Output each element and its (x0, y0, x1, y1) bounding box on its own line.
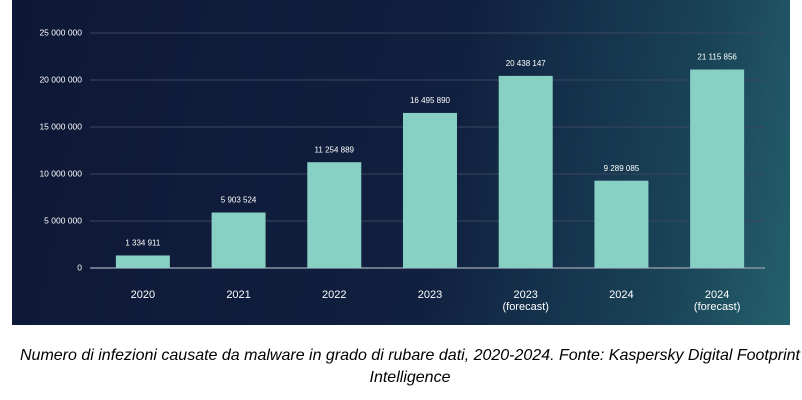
x-tick-label: 2023 (forecast) (502, 289, 549, 313)
bar (115, 255, 170, 268)
y-tick-label: 0 (77, 262, 82, 272)
bar (403, 112, 457, 269)
data-label: 5 903 524 (221, 196, 257, 205)
y-tick-label: 20 000 000 (39, 74, 82, 84)
data-label: 16 495 890 (410, 96, 451, 105)
data-label: 11 254 889 (315, 145, 355, 154)
x-tick-label: 2023 (417, 289, 443, 301)
data-label: 20 438 147 (506, 59, 547, 68)
data-label: 21 115 856 (697, 53, 737, 62)
chart-background (12, 0, 790, 325)
bar (211, 212, 266, 268)
caption: Numero di infezioni causate da malware i… (20, 347, 800, 386)
y-tick-label: 5 000 000 (44, 215, 82, 225)
x-tick-label: 2024 (609, 289, 634, 301)
y-tick-label: 10 000 000 (39, 168, 82, 178)
data-label: 1 334 911 (125, 239, 161, 248)
bar (594, 180, 649, 268)
y-tick-label: 15 000 000 (39, 121, 82, 131)
data-label: 9 289 085 (604, 164, 640, 173)
x-tick-label: 2020 (130, 289, 156, 301)
bar (498, 75, 553, 269)
bar (690, 69, 745, 268)
y-tick-label: 25 000 000 (39, 27, 82, 37)
chart: 0 5 000 000 10 000 000 15 000 000 20 000 000… (39, 27, 765, 272)
x-tick-label: 2022 (322, 289, 347, 301)
x-tick-label: 2021 (226, 289, 251, 301)
x-tick-label: 2024 (forecast) (693, 289, 741, 313)
bar (307, 162, 362, 268)
